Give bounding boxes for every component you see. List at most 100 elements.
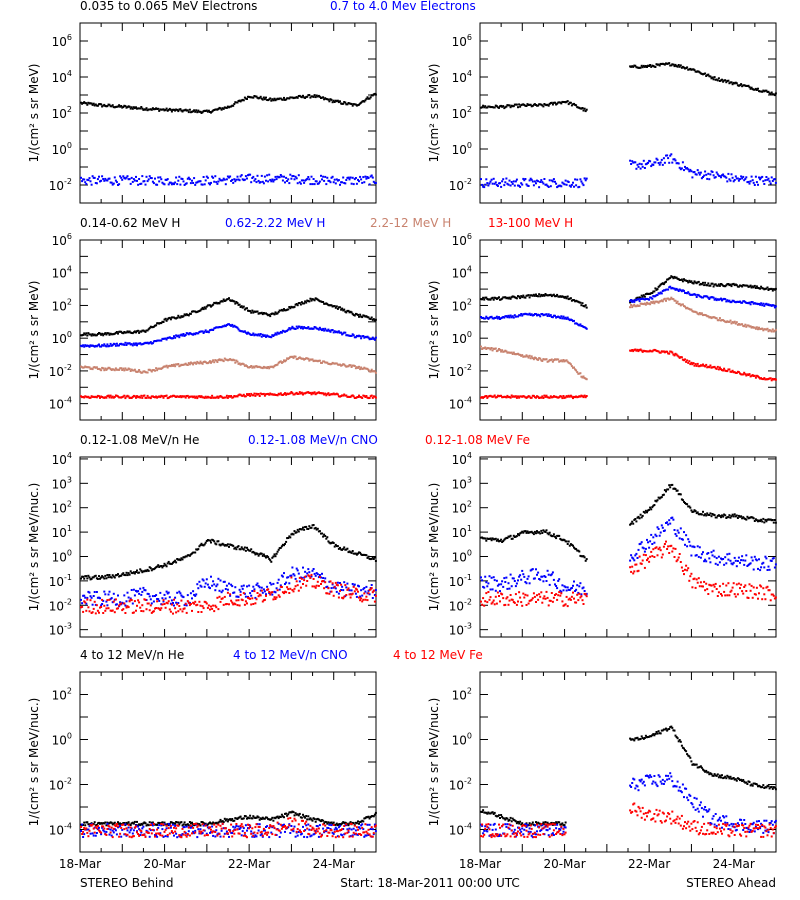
data-point (335, 330, 338, 333)
data-point (562, 589, 565, 592)
data-point (107, 576, 110, 579)
data-point (634, 348, 637, 351)
data-point (732, 321, 735, 324)
legend-entry: 0.12-1.08 MeV/n CNO (248, 433, 378, 447)
data-point (269, 178, 272, 181)
data-point (686, 359, 689, 362)
data-point (117, 184, 119, 186)
data-point (195, 109, 198, 112)
data-point (573, 102, 575, 105)
data-point (200, 542, 203, 545)
data-point (641, 165, 644, 168)
data-point (731, 176, 734, 179)
data-point (167, 336, 170, 339)
data-point (507, 582, 510, 585)
data-point (722, 582, 725, 585)
data-point (545, 529, 548, 532)
data-point (164, 564, 167, 567)
data-point (219, 300, 222, 303)
data-point (514, 180, 517, 183)
data-point (269, 593, 272, 596)
data-point (328, 304, 331, 307)
data-point (185, 555, 188, 558)
data-point (339, 331, 341, 334)
data-point (255, 598, 258, 601)
data-point (243, 603, 246, 606)
data-point (359, 175, 362, 178)
data-point (714, 176, 717, 179)
data-point (665, 490, 667, 493)
data-point (689, 544, 692, 547)
data-point (219, 579, 222, 582)
data-point (100, 345, 103, 348)
data-point (296, 358, 299, 360)
data-point (765, 557, 768, 560)
data-point (711, 513, 714, 515)
data-point (541, 395, 544, 398)
data-point (684, 67, 686, 70)
data-point (106, 332, 109, 335)
data-point (168, 316, 171, 319)
data-point (718, 298, 721, 301)
data-point (306, 580, 309, 582)
data-point (159, 591, 162, 594)
data-point (582, 184, 585, 187)
data-point (659, 283, 662, 286)
data-point (358, 180, 360, 183)
data-point (650, 296, 653, 299)
data-point (254, 95, 257, 98)
data-point (686, 569, 689, 572)
data-point (128, 342, 131, 345)
data-point (359, 551, 362, 554)
data-point (263, 98, 266, 101)
data-point (222, 325, 225, 328)
data-point (91, 603, 94, 606)
data-point (246, 177, 248, 180)
data-point (288, 306, 291, 308)
data-point (743, 563, 746, 566)
data-point (232, 300, 235, 303)
data-point (293, 327, 296, 330)
data-point (560, 102, 563, 105)
data-point (248, 584, 251, 587)
data-point (337, 363, 340, 366)
data-point (345, 103, 348, 106)
data-point (286, 576, 289, 579)
data-point (702, 510, 704, 513)
data-point (344, 101, 347, 104)
data-point (711, 316, 714, 319)
data-point (161, 395, 164, 398)
data-point (106, 105, 109, 108)
data-point (671, 161, 674, 164)
data-point (256, 592, 259, 594)
data-point (712, 78, 715, 81)
data-point (143, 108, 146, 111)
data-point (521, 314, 524, 317)
data-point (217, 577, 220, 580)
data-point (566, 586, 569, 589)
data-point (100, 179, 103, 182)
data-point (740, 175, 743, 178)
data-point (523, 395, 526, 398)
data-point (318, 95, 321, 98)
data-point (172, 612, 174, 615)
data-point (370, 587, 373, 590)
data-point (305, 584, 308, 587)
data-point (558, 396, 561, 399)
data-point (139, 396, 142, 399)
data-point (564, 295, 567, 298)
data-point (726, 370, 729, 373)
data-point (636, 557, 639, 559)
data-point (103, 577, 106, 580)
data-point (560, 185, 563, 188)
data-point (289, 587, 292, 590)
data-point (276, 97, 279, 100)
data-point (576, 300, 579, 303)
data-point (698, 173, 701, 176)
data-point (543, 530, 546, 533)
data-point (293, 530, 296, 533)
data-point (158, 395, 161, 398)
data-point (136, 590, 138, 593)
data-point (339, 100, 341, 103)
data-point (303, 579, 306, 582)
